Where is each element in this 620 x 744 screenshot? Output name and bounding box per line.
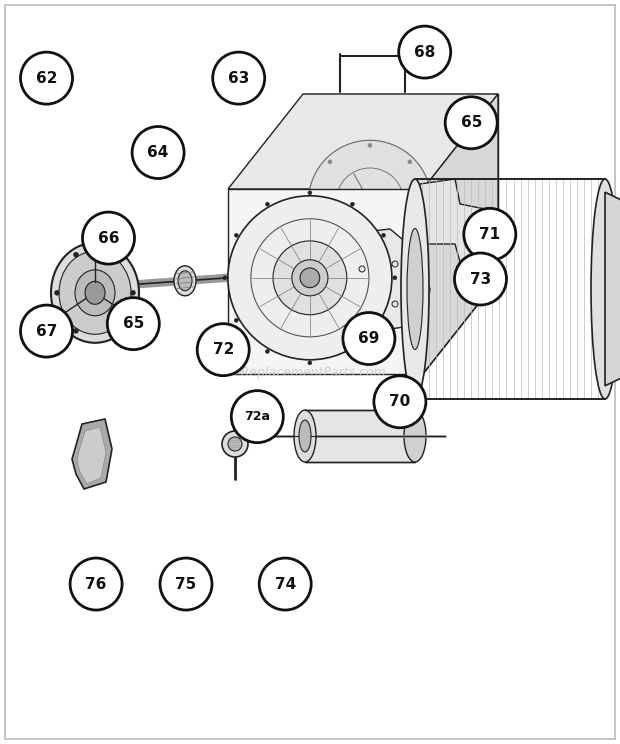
Text: 69: 69 xyxy=(358,331,379,346)
Circle shape xyxy=(381,234,386,237)
Circle shape xyxy=(20,305,73,357)
Circle shape xyxy=(454,253,507,305)
Polygon shape xyxy=(228,94,498,189)
Circle shape xyxy=(234,234,238,237)
Polygon shape xyxy=(305,410,415,462)
Text: 63: 63 xyxy=(228,71,249,86)
Polygon shape xyxy=(605,192,620,386)
Polygon shape xyxy=(228,189,423,374)
Circle shape xyxy=(328,240,332,244)
Text: 65: 65 xyxy=(461,115,482,130)
Text: 72a: 72a xyxy=(244,410,270,423)
Circle shape xyxy=(55,290,60,295)
Circle shape xyxy=(107,298,159,350)
Circle shape xyxy=(259,558,311,610)
Circle shape xyxy=(425,200,428,204)
Text: 71: 71 xyxy=(479,227,500,242)
Circle shape xyxy=(112,252,117,257)
Circle shape xyxy=(70,558,122,610)
Circle shape xyxy=(160,558,212,610)
Circle shape xyxy=(308,190,312,195)
Circle shape xyxy=(213,52,265,104)
Ellipse shape xyxy=(404,410,426,462)
Text: 64: 64 xyxy=(148,145,169,160)
Circle shape xyxy=(311,200,316,204)
Ellipse shape xyxy=(294,410,316,462)
Circle shape xyxy=(223,276,227,280)
Polygon shape xyxy=(423,94,498,374)
Ellipse shape xyxy=(178,271,192,291)
Circle shape xyxy=(445,97,497,149)
Circle shape xyxy=(368,256,372,260)
Polygon shape xyxy=(77,427,106,484)
Ellipse shape xyxy=(401,179,429,399)
Circle shape xyxy=(130,290,136,295)
Circle shape xyxy=(308,141,432,263)
Circle shape xyxy=(350,350,355,353)
Circle shape xyxy=(328,160,332,164)
Circle shape xyxy=(265,350,270,353)
Circle shape xyxy=(82,212,135,264)
Circle shape xyxy=(222,431,248,457)
Circle shape xyxy=(265,202,270,206)
Ellipse shape xyxy=(174,266,196,296)
Circle shape xyxy=(343,312,395,365)
Ellipse shape xyxy=(461,114,479,134)
Circle shape xyxy=(74,252,79,257)
Circle shape xyxy=(350,202,355,206)
Text: 70: 70 xyxy=(389,394,410,409)
Circle shape xyxy=(132,126,184,179)
Circle shape xyxy=(20,52,73,104)
Circle shape xyxy=(112,328,117,333)
Text: eReplacementParts.com: eReplacementParts.com xyxy=(234,365,386,379)
Text: 66: 66 xyxy=(98,231,119,246)
Circle shape xyxy=(228,196,392,360)
Circle shape xyxy=(374,376,426,428)
Circle shape xyxy=(228,437,242,451)
Circle shape xyxy=(234,318,238,322)
Text: 75: 75 xyxy=(175,577,197,591)
Ellipse shape xyxy=(59,251,131,334)
Text: 67: 67 xyxy=(36,324,57,339)
Circle shape xyxy=(292,260,328,296)
Circle shape xyxy=(399,26,451,78)
Circle shape xyxy=(197,324,249,376)
Text: 72: 72 xyxy=(213,342,234,357)
Circle shape xyxy=(300,268,320,288)
Ellipse shape xyxy=(591,179,619,399)
Polygon shape xyxy=(335,229,430,329)
Text: 62: 62 xyxy=(36,71,57,86)
Ellipse shape xyxy=(407,228,423,350)
Text: 74: 74 xyxy=(275,577,296,591)
Circle shape xyxy=(464,208,516,260)
Circle shape xyxy=(393,276,397,280)
Circle shape xyxy=(74,328,79,333)
Ellipse shape xyxy=(299,420,311,452)
Ellipse shape xyxy=(454,107,486,141)
Text: 73: 73 xyxy=(470,272,491,286)
Ellipse shape xyxy=(51,243,139,343)
Ellipse shape xyxy=(85,281,105,304)
Circle shape xyxy=(408,160,412,164)
Circle shape xyxy=(381,318,386,322)
Ellipse shape xyxy=(75,270,115,315)
Text: 65: 65 xyxy=(123,316,144,331)
Circle shape xyxy=(368,144,372,147)
Circle shape xyxy=(358,190,382,214)
Circle shape xyxy=(308,361,312,365)
Circle shape xyxy=(408,240,412,244)
Text: 76: 76 xyxy=(86,577,107,591)
Text: 68: 68 xyxy=(414,45,435,60)
Polygon shape xyxy=(72,419,112,489)
Circle shape xyxy=(273,241,347,315)
Circle shape xyxy=(231,391,283,443)
Polygon shape xyxy=(420,179,490,269)
